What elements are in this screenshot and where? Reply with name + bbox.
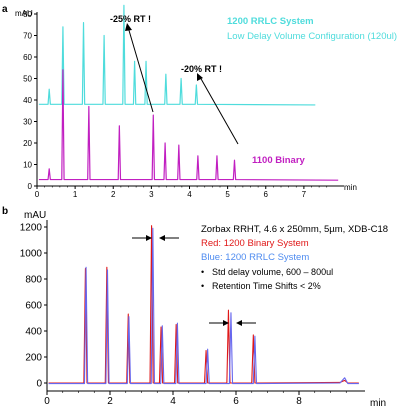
panel-a-ytick-label-80: 80 [23,10,32,19]
panel-b-xtick-label-8: 8 [296,396,302,407]
panel-b-ytick-label-400: 400 [25,327,42,338]
annotation-25-arrow-line [127,26,154,113]
bullet-rt-shifts: Retention Time Shifts < 2% [212,281,321,291]
panel-a-traces [38,4,339,181]
panel-a-ytick-label-30: 30 [23,118,32,127]
panel-a-ytick-label-50: 50 [23,75,32,84]
panel-a-ytick-label-20: 20 [23,139,32,148]
panel-a-xtick-label-0: 0 [35,190,40,199]
panel-a-xtick-label-1: 1 [73,190,78,199]
panel-a-xtick-label-7: 7 [302,190,307,199]
panel-b-axes: 0 200 400 600 800 1000 1200 0 2 4 6 8 [20,220,365,407]
panel-b: b mAU min 0 200 400 600 800 1000 1200 0 2 4 6 8 Zor… [2,206,388,408]
panel-a-axes: 0 10 20 30 40 50 60 70 80 0 1 2 3 4 5 6 7 [23,10,344,199]
panel-a-xtick-label-6: 6 [264,190,269,199]
panel-a-ytick-label-60: 60 [23,53,32,62]
panel-b-ytick-label-0: 0 [36,379,42,390]
panel-a: a mAU min 0 10 20 30 40 50 60 70 80 0 1 2 3 4 5 6 7 1200… [2,4,397,199]
panel-a-trace-cyan [38,4,316,106]
panel-b-trace-red [48,225,359,384]
panel-b-xtick-label-2: 2 [107,396,113,407]
panel-b-ytick-label-600: 600 [25,301,42,312]
legend-1100-binary: 1100 Binary [252,155,306,166]
annotation-20-arrowhead [197,73,203,81]
bullet-delay-volume: Std delay volume, 600 – 800ul [212,267,333,277]
panel-b-ytick-label-1200: 1200 [20,223,43,234]
panel-b-traces [48,225,359,385]
legend-rrlc-subtitle: Low Delay Volume Configuration (120ul) [227,31,397,42]
legend-red-binary: Red: 1200 Binary System [201,238,309,249]
annotation-20-rt: -20% RT ! [181,64,222,74]
panel-a-xtick-label-2: 2 [111,190,116,199]
panel-b-ytick-label-1000: 1000 [20,249,43,260]
peak-arrowhead-left-1 [146,235,152,241]
panel-a-xlabel: min [344,183,357,192]
panel-a-xtick-label-3: 3 [149,190,154,199]
panel-a-ytick-label-0: 0 [28,182,33,191]
panel-b-letter: b [2,206,8,217]
panel-a-xtick-label-4: 4 [187,190,192,199]
panel-a-ytick-label-70: 70 [23,32,32,41]
panel-b-trace-blue [48,227,359,385]
panel-b-xtick-label-6: 6 [233,396,239,407]
panel-b-xtick-label-0: 0 [44,396,50,407]
panel-b-ytick-label-800: 800 [25,275,42,286]
panel-b-xtick-label-4: 4 [170,396,176,407]
panel-a-ytick-label-40: 40 [23,96,32,105]
peak-arrowhead-left-2 [223,320,229,326]
legend-column-info: Zorbax RRHT, 4.6 x 250mm, 5µm, XDB-C18 [201,224,388,235]
panel-a-trace-magenta [38,69,339,181]
legend-rrlc-title: 1200 RRLC System [227,16,314,27]
annotation-20-arrow-line [199,76,239,145]
bullet-dot-1: • [201,267,204,277]
panel-a-ylabel: mAU [15,9,33,18]
peak-arrowhead-right-1 [159,235,165,241]
annotation-25-rt: -25% RT ! [110,14,151,24]
panel-a-ytick-label-10: 10 [23,161,32,170]
panel-b-ytick-label-200: 200 [25,353,42,364]
panel-b-ylabel: mAU [24,210,46,221]
legend-blue-rrlc: Blue: 1200 RRLC System [201,252,309,263]
panel-a-xtick-label-5: 5 [225,190,230,199]
peak-arrowhead-right-2 [236,320,242,326]
panel-b-xlabel: min [370,398,386,408]
bullet-dot-2: • [201,281,204,291]
panel-a-letter: a [2,4,8,15]
annotation-25-arrowhead [125,23,132,31]
